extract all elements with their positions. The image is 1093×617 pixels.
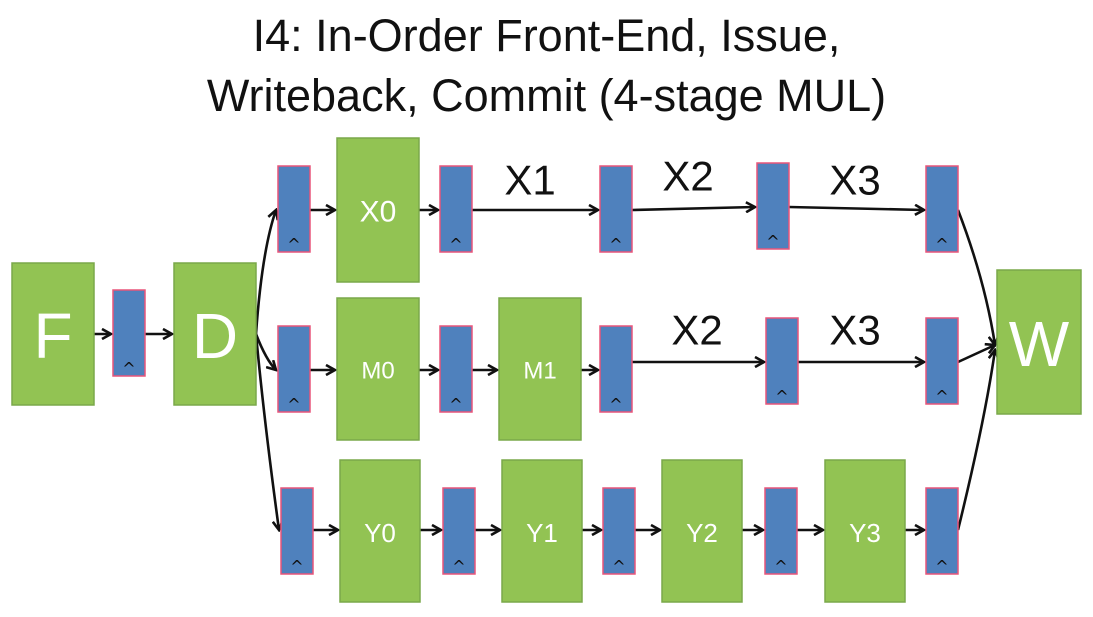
latch-bot-issue-body [280,487,314,575]
latch-bot-y2: ^ [764,487,798,576]
arrow-d-bot [254,333,279,530]
m1-stage-label: M1 [523,358,556,385]
clock-icon: ^ [935,557,948,576]
clock-icon: ^ [449,235,462,254]
label-mid-x2: X2 [671,307,722,354]
y2-stage: Y2 [661,459,743,603]
y1-stage: Y1 [501,459,583,603]
x0-stage: X0 [336,137,420,283]
arrow-x2 [631,207,755,210]
y2-stage-box [661,459,743,603]
clock-icon: ^ [935,387,948,406]
latch-bot-y1-body [602,487,636,575]
latch-bot-y2-body [764,487,798,575]
pipe-labels: X1 X2 X3 X2 X3 [504,153,880,354]
fetch-stage-label: F [33,300,72,372]
latch-mid-issue-body [277,325,311,413]
connection-arrows [94,207,995,530]
m0-stage: M0 [336,297,420,441]
title-line-2: Writeback, Commit (4-stage MUL) [206,70,887,121]
latch-bot-y0-body [442,487,476,575]
label-top-x2: X2 [662,153,713,200]
m1-stage: M1 [498,297,582,441]
y1-stage-box [501,459,583,603]
arrow-mid-w [957,345,995,364]
y0-stage-box [339,459,421,603]
latch-top-x3: ^ [925,165,959,254]
latch-top-x1-body [599,165,633,253]
m1-stage-box [498,297,582,441]
pipeline-stages: F D W X0 M0 M1 Y0 Y1 Y2 Y3 [11,137,1082,603]
clock-icon: ^ [775,387,788,406]
latch-bot-y0: ^ [442,487,476,576]
arrow-d-top [254,210,276,335]
latch-top-x3-body [925,165,959,253]
pipeline-registers: ^ ^ ^ ^ ^ ^ ^ ^ ^ ^ ^ ^ ^ ^ ^ ^ [112,162,959,576]
latch-bot-y3: ^ [925,487,959,576]
clock-icon: ^ [290,557,303,576]
latch-bot-y1: ^ [602,487,636,576]
fetch-stage-box [11,262,95,406]
latch-fd-body [112,289,146,377]
m0-stage-label: M0 [361,358,394,385]
clock-icon: ^ [935,235,948,254]
latch-mid-m1-body [599,325,633,413]
clock-icon: ^ [612,557,625,576]
label-mid-x3: X3 [829,307,880,354]
label-top-x3: X3 [829,157,880,204]
arrow-bot-w [956,350,995,531]
latch-mid-issue: ^ [277,325,311,414]
clock-icon: ^ [287,395,300,414]
writeback-stage-label: W [1009,308,1070,380]
clock-icon: ^ [449,395,462,414]
y1-stage-label: Y1 [526,518,558,548]
decode-stage-label: D [192,300,238,372]
arrow-top-w [956,209,995,345]
clock-icon: ^ [609,235,622,254]
y2-stage-label: Y2 [686,518,718,548]
y0-stage-label: Y0 [364,518,396,548]
latch-top-issue: ^ [277,165,311,254]
slide-title: I4: In-Order Front-End, Issue, Writeback… [0,6,1093,126]
latch-mid-x2-body [765,317,799,405]
latch-top-x2-body [756,162,790,250]
y0-stage: Y0 [339,459,421,603]
latch-mid-x2: ^ [765,317,799,406]
latch-top-x0: ^ [439,165,473,254]
latch-mid-m0-body [439,325,473,413]
clock-icon: ^ [774,557,787,576]
arrow-x3 [788,207,924,210]
y3-stage-box [824,459,906,603]
clock-icon: ^ [287,235,300,254]
latch-fd: ^ [112,289,146,378]
y3-stage-label: Y3 [849,518,881,548]
latch-top-issue-body [277,165,311,253]
latch-bot-y3-body [925,487,959,575]
decode-stage: D [173,262,257,406]
fetch-stage: F [11,262,95,406]
latch-mid-m0: ^ [439,325,473,414]
clock-icon: ^ [452,557,465,576]
latch-bot-issue: ^ [280,487,314,576]
decode-stage-box [173,262,257,406]
x0-stage-box [336,137,420,283]
y3-stage: Y3 [824,459,906,603]
clock-icon: ^ [609,395,622,414]
latch-top-x0-body [439,165,473,253]
x0-stage-label: X0 [360,196,397,229]
clock-icon: ^ [122,359,135,378]
m0-stage-box [336,297,420,441]
latch-top-x2: ^ [756,162,790,251]
latch-mid-x3-body [925,317,959,405]
title-line-1: I4: In-Order Front-End, Issue, [252,10,841,61]
latch-mid-m1: ^ [599,325,633,414]
clock-icon: ^ [766,232,779,251]
latch-top-x1: ^ [599,165,633,254]
label-top-x1: X1 [504,157,555,204]
latch-mid-x3: ^ [925,317,959,406]
writeback-stage: W [996,269,1082,415]
writeback-stage-box [996,269,1082,415]
